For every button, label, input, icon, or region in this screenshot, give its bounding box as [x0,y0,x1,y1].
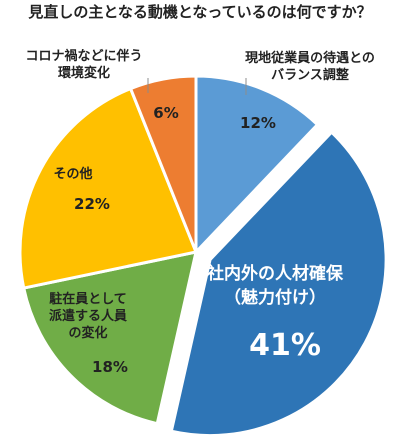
slice-label-3-line-0: その他 [53,166,92,182]
pie-slice-1 [169,130,388,437]
pie-slice-4 [129,74,198,254]
slice-value-2: 18% [92,358,128,376]
slice-label-4-line-0: コロナ禍などに伴う [25,48,142,64]
slice-label-2-line-0: 駐在員として [49,291,127,307]
slice-label-0-line-0: 現地従業員の待遇との [245,50,375,66]
slice-value-0: 12% [240,114,276,132]
slice-value-4: 6% [153,104,178,122]
chart-title: 見直しの主となる動機となっているのは何ですか？ [27,3,371,21]
slice-value-1: 41% [249,328,321,363]
slice-label-4-line-1: 環境変化 [58,65,110,81]
slice-value-3: 22% [74,195,110,213]
pie-slice-3 [18,87,198,290]
slice-label-0-line-1: バランス調整 [271,67,350,83]
pie-slice-0 [194,74,319,254]
slice-label-1-line-1: （魅力付け） [224,287,326,308]
slice-label-2-line-1: 派遣する人員 [49,308,127,324]
slice-label-2-line-2: の変化 [68,325,107,341]
pie-slice-2 [22,250,198,426]
slice-label-1-line-0: 社内外の人材確保 [206,263,344,284]
